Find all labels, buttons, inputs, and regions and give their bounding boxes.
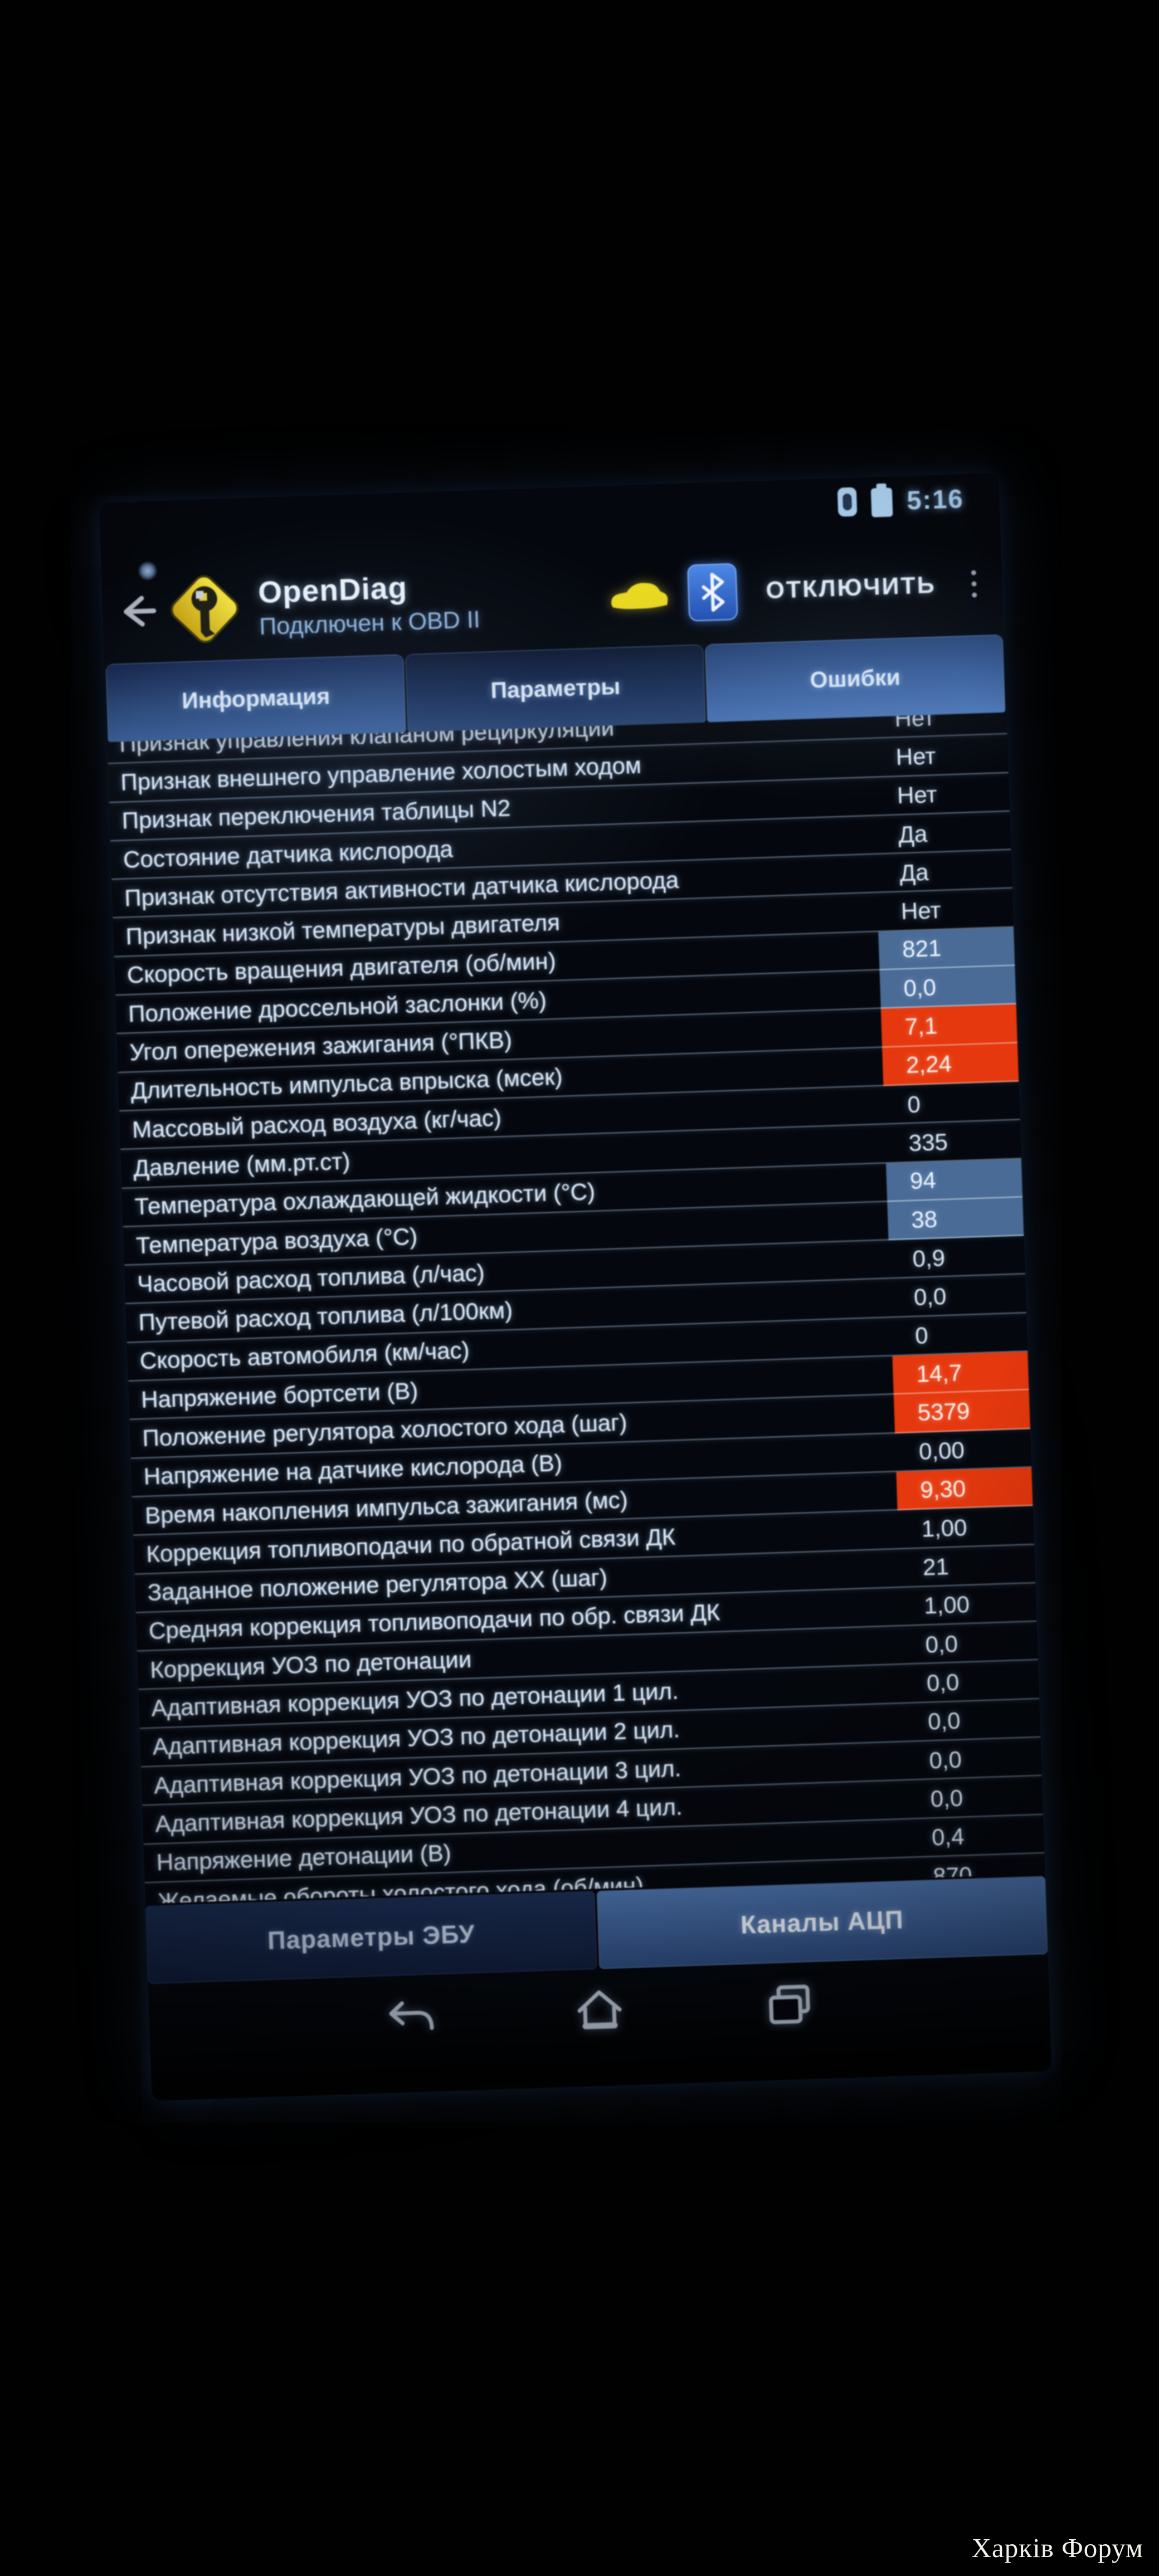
parameter-value: 0 [914, 1322, 929, 1349]
app-logo-icon [171, 575, 239, 643]
disconnect-button[interactable]: ОТКЛЮЧИТЬ [765, 571, 937, 604]
connection-status: Подключен к OBD II [259, 606, 481, 640]
parameter-value: 2,24 [882, 1043, 1019, 1086]
tab-errors[interactable]: Ошибки [704, 634, 1006, 723]
parameter-value: 7,1 [880, 1004, 1017, 1048]
bluetooth-icon[interactable] [686, 563, 738, 622]
adc-channels-button[interactable]: Каналы АЦП [596, 1876, 1048, 1969]
car-status-icon[interactable] [606, 575, 670, 614]
parameter-label: Положение дроссельной заслонки (%) [128, 987, 547, 1027]
parameter-value: 335 [908, 1128, 948, 1156]
nav-home-icon[interactable] [573, 1984, 626, 2037]
parameter-label: Состояние датчика кислорода [123, 835, 454, 872]
parameter-value: 0 [907, 1090, 921, 1118]
parameter-value: 0,0 [879, 965, 1016, 1009]
parameter-value: 14,7 [892, 1352, 1029, 1395]
parameter-label: Температура воздуха (°С) [135, 1222, 418, 1258]
parameter-label: Угол опережения зажигания (°ПКВ) [129, 1026, 513, 1066]
parameter-label: Коррекция УОЗ по детонации [149, 1646, 472, 1683]
parameter-value: 5379 [893, 1390, 1030, 1433]
parameter-value: 0,0 [927, 1707, 961, 1735]
tab-label: Информация [181, 682, 330, 714]
parameter-label: Напряжение на датчике кислорода (В) [143, 1450, 563, 1490]
parameter-label: Давление (мм.рт.ст) [133, 1148, 351, 1182]
parameter-value: 0,00 [918, 1437, 965, 1465]
nav-back-icon[interactable] [382, 1990, 435, 2043]
parameter-value: 0,0 [913, 1283, 947, 1310]
parameter-label: Массовый расход воздуха (кг/час) [132, 1104, 502, 1143]
device-screen: 5:16 OpenDiag [99, 473, 1052, 2101]
tab-label: Ошибки [809, 663, 901, 692]
parameter-label: Часовой расход топлива (л/час) [137, 1259, 485, 1297]
tab-label: Параметры [490, 673, 621, 703]
parameter-value: Нет [895, 742, 937, 770]
parameter-label: Напряжение детонации (В) [156, 1840, 452, 1876]
tab-parameters[interactable]: Параметры [405, 644, 706, 733]
parameter-value: 0,0 [924, 1630, 958, 1658]
parameter-list[interactable]: Признак управления клапаном рециркуляции… [107, 712, 1045, 1904]
nav-recents-icon[interactable] [763, 1977, 816, 2030]
parameter-value: 821 [878, 927, 1015, 970]
parameter-value: 0,9 [912, 1244, 946, 1272]
parameter-value: Нет [897, 781, 938, 809]
parameter-label: Путевой расход топлива (л/100км) [138, 1296, 513, 1336]
parameter-value: Да [898, 820, 928, 847]
parameter-label: Напряжение бортсети (В) [140, 1377, 418, 1413]
parameter-value: 94 [885, 1158, 1023, 1202]
parameter-value: 0,0 [930, 1784, 963, 1812]
parameter-value: 9,30 [896, 1467, 1033, 1511]
parameter-value: 0,4 [931, 1823, 965, 1851]
parameter-value: 1,00 [923, 1591, 970, 1619]
status-misc-icon [837, 487, 858, 517]
parameter-value: 1,00 [921, 1514, 968, 1542]
watermark: Харків Форум [971, 2533, 1143, 2563]
ecu-parameters-button[interactable]: Параметры ЭБУ [145, 1891, 597, 1984]
parameter-value: 38 [887, 1197, 1024, 1241]
parameter-value: 0,0 [926, 1668, 960, 1696]
parameter-value: Да [899, 858, 929, 886]
status-clock: 5:16 [906, 483, 965, 515]
parameter-value: 0,0 [928, 1746, 962, 1774]
tab-information[interactable]: Информация [105, 654, 406, 743]
parameter-label: Скорость автомобиля (км/час) [139, 1336, 470, 1374]
page-title: OpenDiag [257, 569, 408, 609]
parameter-label: Признак переключения таблицы N2 [121, 794, 511, 834]
parameter-value: Нет [900, 897, 942, 925]
overflow-menu-icon[interactable] [971, 569, 977, 598]
parameter-value: 21 [922, 1553, 949, 1580]
battery-icon [870, 487, 893, 518]
back-arrow-icon[interactable] [115, 590, 158, 632]
